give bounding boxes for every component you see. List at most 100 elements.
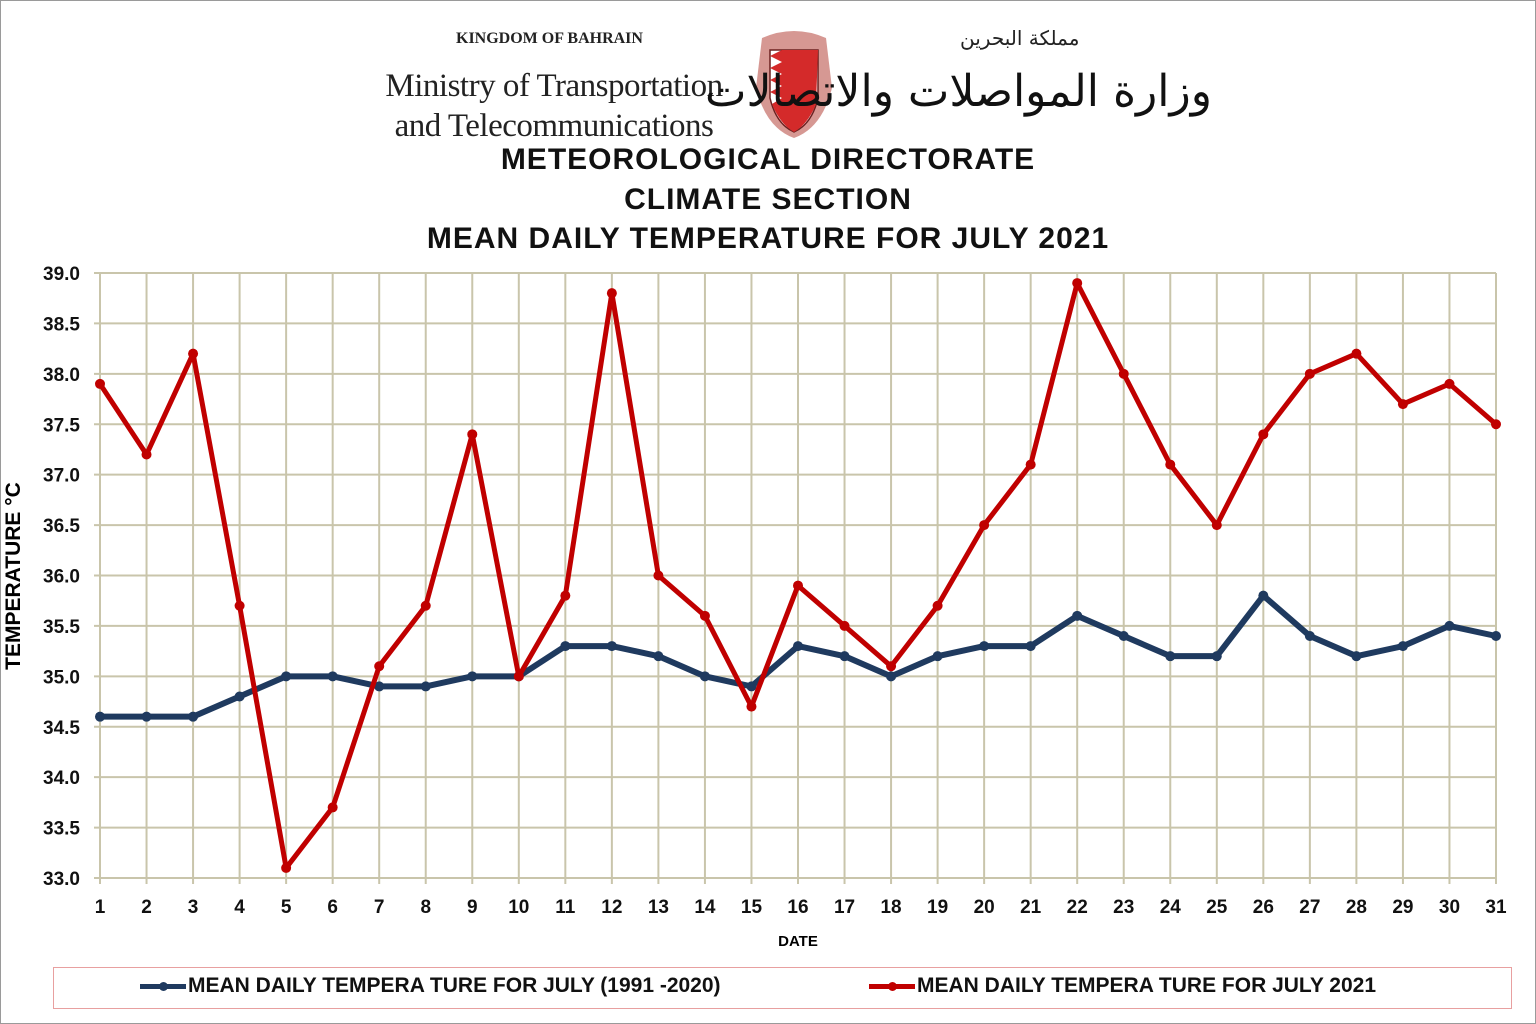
y-tick-label: 34.0 xyxy=(43,768,80,789)
x-tick-label: 18 xyxy=(880,897,901,918)
data-point-1 xyxy=(1397,399,1408,410)
data-point-1 xyxy=(793,580,803,591)
x-tick-label: 21 xyxy=(1020,897,1042,918)
x-tick-label: 30 xyxy=(1439,897,1460,918)
data-point-1 xyxy=(1258,429,1269,440)
data-point-1 xyxy=(1025,459,1036,470)
y-tick-label: 38.0 xyxy=(43,365,80,386)
x-tick-label: 11 xyxy=(555,897,576,918)
data-point-1 xyxy=(653,570,664,581)
bahrain-emblem-icon xyxy=(756,31,832,138)
data-point-1 xyxy=(95,378,105,389)
legend: MEAN DAILY TEMPERA TURE FOR JULY (1991 -… xyxy=(53,967,1512,1009)
kingdom-label: KINGDOM OF BAHRAIN xyxy=(456,30,643,47)
kingdom-label-arabic: مملكة البحرين xyxy=(960,26,1080,50)
data-point-1 xyxy=(1118,368,1129,379)
legend-item-normal: MEAN DAILY TEMPERA TURE FOR JULY (1991 -… xyxy=(140,974,721,998)
data-point-1 xyxy=(188,348,199,359)
x-tick-label: 15 xyxy=(741,897,763,918)
data-point-1 xyxy=(513,671,524,682)
data-point-0 xyxy=(188,711,199,722)
x-tick-label: 20 xyxy=(974,897,995,918)
data-point-0 xyxy=(1491,631,1501,641)
data-point-0 xyxy=(467,671,478,682)
legend-label-2021: MEAN DAILY TEMPERA TURE FOR JULY 2021 xyxy=(917,974,1377,997)
data-point-1 xyxy=(1491,419,1501,430)
data-point-1 xyxy=(374,661,385,672)
x-tick-label: 9 xyxy=(467,897,478,918)
data-point-1 xyxy=(420,600,431,611)
data-point-0 xyxy=(560,641,571,652)
data-point-0 xyxy=(699,671,710,682)
ministry-line1: Ministry of Transportation xyxy=(385,68,723,104)
data-point-1 xyxy=(1444,378,1455,389)
data-point-0 xyxy=(606,641,617,652)
y-tick-label: 33.0 xyxy=(43,869,80,890)
data-point-0 xyxy=(234,691,245,702)
data-point-1 xyxy=(699,610,710,621)
x-tick-label: 5 xyxy=(281,897,292,918)
x-tick-label: 8 xyxy=(420,897,431,918)
chart-title-line3: MEAN DAILY TEMPERATURE FOR JULY 2021 xyxy=(426,222,1110,255)
data-point-1 xyxy=(141,449,152,460)
data-point-0 xyxy=(1304,631,1315,641)
data-point-1 xyxy=(467,429,478,440)
data-point-1 xyxy=(1211,520,1222,531)
data-point-0 xyxy=(374,681,385,692)
x-tick-label: 28 xyxy=(1346,897,1367,918)
data-point-0 xyxy=(979,641,990,652)
data-point-0 xyxy=(420,681,431,692)
x-tick-label: 29 xyxy=(1392,897,1413,918)
chart-title-line2: CLIMATE SECTION xyxy=(624,183,912,216)
data-point-0 xyxy=(1072,610,1083,621)
x-tick-label: 24 xyxy=(1160,897,1182,918)
y-tick-label: 35.5 xyxy=(43,617,80,638)
x-tick-label: 10 xyxy=(508,897,529,918)
y-tick-label: 39.0 xyxy=(43,264,80,285)
y-tick-label: 37.5 xyxy=(43,415,80,436)
data-point-0 xyxy=(1165,651,1176,662)
x-tick-label: 26 xyxy=(1253,897,1274,918)
data-point-1 xyxy=(327,802,338,813)
data-point-1 xyxy=(839,620,850,631)
x-tick-label: 1 xyxy=(95,897,106,918)
data-point-0 xyxy=(1444,620,1455,631)
data-point-0 xyxy=(1025,641,1036,652)
series-lines xyxy=(95,278,1501,873)
x-tick-label: 13 xyxy=(648,897,669,918)
x-tick-label: 3 xyxy=(188,897,199,918)
ministry-line2: and Telecommunications xyxy=(394,108,714,144)
chart-title-line1: METEOROLOGICAL DIRECTORATE xyxy=(500,143,1036,176)
data-point-1 xyxy=(281,862,292,873)
data-point-0 xyxy=(932,651,943,662)
y-tick-label: 38.5 xyxy=(43,314,80,335)
data-point-1 xyxy=(886,661,897,672)
y-tick-label: 37.0 xyxy=(43,466,80,487)
y-tick-label: 36.0 xyxy=(43,567,80,588)
x-tick-label: 22 xyxy=(1067,897,1088,918)
data-point-1 xyxy=(746,701,757,712)
legend-marker-2021 xyxy=(869,981,915,991)
legend-marker-normal xyxy=(140,981,186,991)
grid xyxy=(94,272,1497,884)
y-axis-label: TEMPERATURE °C xyxy=(2,482,25,670)
data-point-0 xyxy=(746,681,757,692)
data-point-1 xyxy=(979,520,990,531)
ministry-name: Ministry of Transportation and Telecommu… xyxy=(378,66,730,146)
data-point-1 xyxy=(1304,368,1315,379)
x-tick-label: 14 xyxy=(694,897,716,918)
data-point-0 xyxy=(1258,590,1269,601)
x-tick-label: 4 xyxy=(234,897,245,918)
tick-labels: 33.0 33.5 34.0 34.5 35.0 35.5 36.0 36.5 37.0 37.5… xyxy=(43,264,1507,918)
data-point-0 xyxy=(793,641,803,652)
data-point-1 xyxy=(606,288,617,299)
x-axis-label: DATE xyxy=(778,933,818,950)
data-point-0 xyxy=(95,711,105,722)
x-tick-label: 27 xyxy=(1299,897,1320,918)
y-tick-label: 36.5 xyxy=(43,516,80,537)
data-point-0 xyxy=(653,651,664,662)
data-point-0 xyxy=(1351,651,1362,662)
data-point-0 xyxy=(1397,641,1408,652)
data-point-1 xyxy=(1072,278,1083,289)
